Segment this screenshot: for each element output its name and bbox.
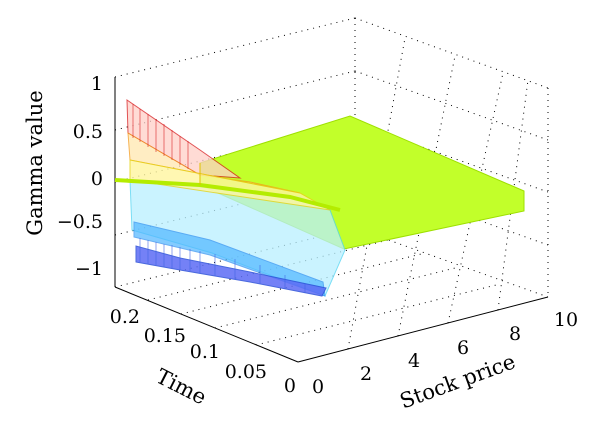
time-tick-label: 0.15 [144,325,186,347]
stock-price-tick-label: 10 [554,309,578,331]
stock-price-tick-label: 2 [360,363,372,385]
time-tick-label: 0.2 [110,306,140,328]
stock-price-tick-label: 4 [408,350,420,372]
time-axis-label: Time [152,364,210,409]
stock-price-axis-ticks: 0 2 4 6 8 10 [312,309,578,398]
time-tick-label: 0 [284,375,296,397]
z-tick-label: 0 [91,168,103,190]
z-axis-label: Gamma value [23,90,47,235]
stock-price-tick-label: 6 [457,337,469,359]
z-tick-label: 0.5 [73,121,103,143]
time-axis-ticks: 0 0.05 0.1 0.15 0.2 [110,306,296,397]
time-tick-label: 0.05 [225,361,267,383]
surface-trough-deep [135,245,327,297]
time-tick-label: 0.1 [190,341,220,363]
z-axis-ticks: 1 0.5 0 −0.5 −1 [57,73,103,280]
surface-mesh [114,99,525,297]
z-tick-label: −1 [75,258,103,280]
stock-price-tick-label: 8 [509,323,521,345]
z-tick-label: 1 [91,73,103,95]
stock-price-tick-label: 0 [312,376,324,398]
z-tick-label: −0.5 [57,211,103,233]
